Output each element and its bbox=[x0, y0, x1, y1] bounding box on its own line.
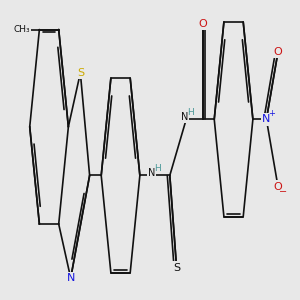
Text: N: N bbox=[67, 273, 75, 283]
Text: −: − bbox=[279, 187, 287, 197]
Text: S: S bbox=[77, 68, 84, 78]
Text: N: N bbox=[181, 112, 188, 122]
Text: S: S bbox=[173, 262, 180, 273]
Text: CH₃: CH₃ bbox=[14, 25, 30, 34]
Text: O: O bbox=[198, 19, 207, 29]
Text: N: N bbox=[262, 114, 271, 124]
Text: N: N bbox=[148, 168, 155, 178]
Text: H: H bbox=[187, 108, 194, 117]
Text: H: H bbox=[154, 164, 161, 173]
Text: +: + bbox=[268, 109, 275, 118]
Text: O: O bbox=[274, 182, 282, 192]
Text: O: O bbox=[274, 47, 282, 57]
